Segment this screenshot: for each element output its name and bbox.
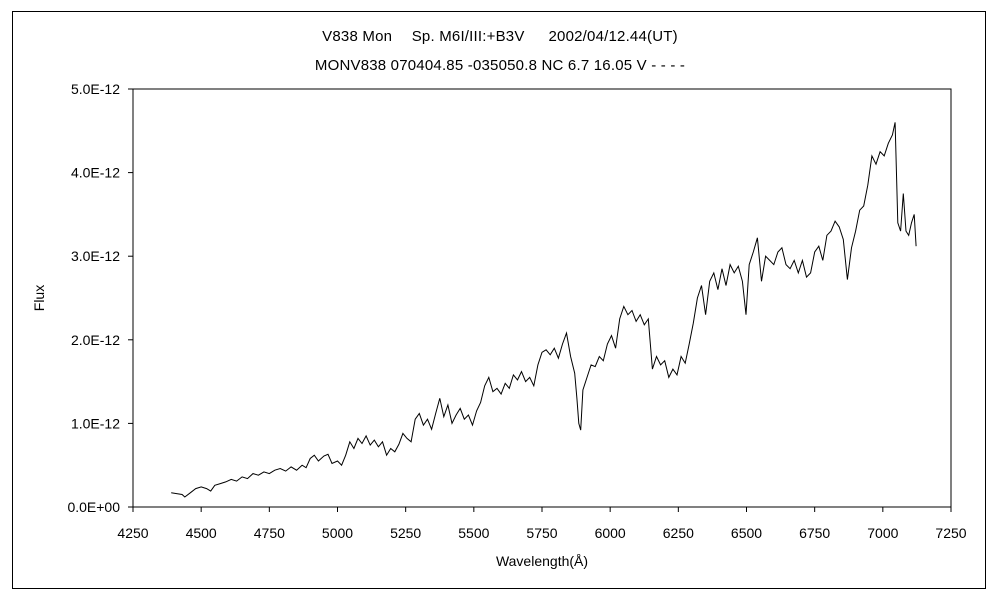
chart-title: V838 Mon Sp. M6I/III:+B3V 2002/04/12.44(… [322, 28, 678, 45]
x-tick-label: 4750 [254, 525, 285, 541]
y-tick-label: 4.0E-12 [71, 165, 120, 181]
y-axis-label: Flux [31, 285, 47, 311]
plot-area [132, 88, 952, 508]
chart-subtitle: MONV838 070404.85 -035050.8 NC 6.7 16.05… [314, 57, 686, 74]
x-tick-label: 7250 [935, 525, 966, 541]
y-tick-label: 0.0E+00 [67, 499, 120, 515]
x-tick-label: 5250 [390, 525, 421, 541]
chart-frame [12, 11, 986, 589]
spectrum-line [171, 122, 917, 498]
x-tick-label: 6500 [731, 525, 762, 541]
y-tick-label: 5.0E-12 [71, 81, 120, 97]
x-axis-label: Wavelength(Å) [496, 553, 588, 569]
x-tick-label: 5000 [322, 525, 353, 541]
x-tick-label: 6250 [663, 525, 694, 541]
y-tick-label: 3.0E-12 [71, 248, 120, 264]
x-tick-label: 6000 [595, 525, 626, 541]
x-tick-label: 4250 [117, 525, 148, 541]
x-tick-label: 6750 [799, 525, 830, 541]
x-tick-label: 7000 [867, 525, 898, 541]
x-tick-label: 5500 [458, 525, 489, 541]
x-tick-label: 5750 [526, 525, 557, 541]
y-tick-label: 1.0E-12 [71, 415, 120, 431]
x-tick-label: 4500 [186, 525, 217, 541]
y-tick-label: 2.0E-12 [71, 332, 120, 348]
